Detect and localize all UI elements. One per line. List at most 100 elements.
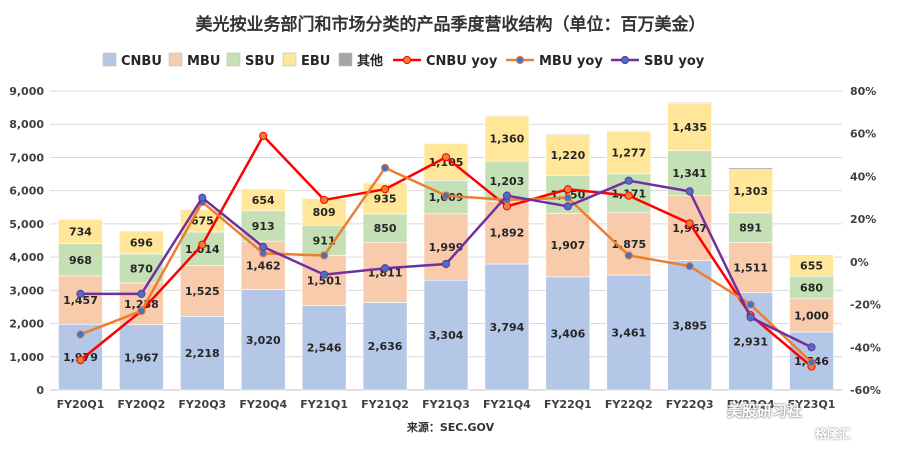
bar-data-label: 891 — [739, 222, 762, 235]
watermark: 美股研习社 — [727, 402, 803, 420]
bar-cnbu — [423, 279, 469, 391]
bar-cnbu — [119, 324, 164, 391]
bar-cnbu — [728, 292, 773, 391]
bar-data-label: 3,794 — [490, 321, 525, 334]
bar-data-label: 1,303 — [733, 185, 768, 198]
line-point — [685, 187, 694, 196]
line-point — [380, 264, 390, 273]
y-right-tick-label: -40% — [850, 341, 881, 354]
legend-marker — [620, 55, 630, 65]
bar-data-label: 1,000 — [794, 309, 829, 322]
y-right-tick-label: -20% — [850, 299, 881, 312]
y-left-tick-label: 9,000 — [9, 85, 44, 98]
bar-data-label: 1,501 — [307, 274, 342, 287]
bar-mbu — [301, 255, 347, 306]
x-tick-label: FY20Q3 — [178, 398, 226, 411]
bar-sbu — [728, 212, 773, 243]
bar-mbu — [180, 265, 225, 317]
bar-sbu — [362, 213, 408, 243]
legend-label: CNBU — [121, 54, 162, 69]
bar-data-label: 935 — [374, 192, 397, 205]
bar-data-label: 809 — [313, 206, 336, 219]
bar-data-label: 968 — [69, 254, 92, 267]
bar-data-label: 1,907 — [550, 239, 585, 252]
bar-data-label: 1,435 — [672, 121, 707, 134]
bar-ebu — [728, 169, 773, 214]
x-tick-label: FY22Q4 — [727, 398, 775, 411]
bar-cnbu — [667, 260, 712, 391]
line-point — [807, 343, 816, 352]
x-tick-label: FY20Q1 — [57, 398, 105, 411]
bar-data-label: 2,931 — [733, 335, 768, 348]
bar-mbu — [606, 212, 652, 276]
bar-data-label: 2,546 — [307, 342, 342, 355]
line-point — [624, 251, 633, 260]
line-point — [76, 356, 85, 365]
legend-marker — [515, 55, 525, 65]
y-right-tick-label: -60% — [850, 384, 881, 397]
line-point — [76, 330, 85, 339]
line-point — [380, 185, 390, 194]
line-point — [624, 176, 633, 185]
bar-sbu — [58, 243, 103, 277]
bar-data-label: 1,220 — [550, 149, 585, 162]
line-point — [746, 313, 755, 322]
bar-cnbu — [484, 263, 530, 391]
legend-label: SBU yoy — [644, 54, 705, 69]
line-point — [137, 289, 146, 298]
bar-cnbu — [240, 289, 286, 391]
bar-其他 — [545, 133, 591, 136]
bar-ebu — [301, 198, 347, 226]
y-left-tick-label: 0 — [36, 384, 44, 397]
line-point — [198, 193, 207, 202]
line-point — [76, 289, 85, 298]
bar-cnbu — [180, 316, 225, 391]
bar-data-label: 1,203 — [490, 175, 525, 188]
legend-label: SBU — [245, 54, 275, 69]
x-tick-label: FY21Q3 — [422, 398, 470, 411]
x-tick-label: FY21Q1 — [300, 398, 348, 411]
line-point — [563, 185, 572, 194]
legend-label: 其他 — [357, 53, 383, 69]
y-left-tick-label: 3,000 — [9, 284, 44, 297]
bar-data-label: 3,406 — [550, 327, 585, 340]
line-point — [137, 306, 146, 316]
bar-data-label: 655 — [800, 259, 823, 272]
y-left-tick-label: 6,000 — [9, 185, 44, 198]
bar-data-label: 2,218 — [185, 347, 220, 360]
bar-mbu — [58, 275, 103, 325]
line-point — [441, 259, 451, 269]
x-tick-label: FY22Q3 — [666, 398, 714, 411]
line-point — [746, 300, 755, 309]
line-point — [259, 131, 268, 140]
legend-marker — [402, 55, 412, 65]
bar-data-label: 1,967 — [672, 222, 707, 235]
bar-data-label: 675 — [191, 215, 214, 228]
line-point — [502, 191, 512, 200]
y-left-tick-label: 4,000 — [9, 251, 44, 264]
bar-data-label: 913 — [252, 220, 275, 233]
bar-其他 — [119, 229, 164, 232]
x-tick-label: FY23Q1 — [788, 398, 836, 411]
bar-data-label: 1,341 — [672, 167, 707, 180]
legend-label: MBU — [187, 54, 220, 69]
legend-swatch — [168, 52, 183, 67]
bar-其他 — [728, 167, 773, 170]
y-right-tick-label: 0% — [850, 256, 869, 269]
bar-data-label: 3,020 — [246, 334, 281, 347]
legend-swatch — [282, 52, 297, 67]
line-point — [685, 219, 694, 228]
y-right-tick-label: 60% — [850, 128, 876, 141]
y-right-tick-label: 20% — [850, 213, 876, 226]
bar-data-label: 696 — [130, 236, 153, 249]
x-tick-label: FY21Q2 — [361, 398, 409, 411]
line-point — [441, 191, 451, 200]
bar-data-label: 870 — [130, 262, 153, 275]
bar-data-label: 1,511 — [733, 262, 768, 275]
legend-swatch — [102, 52, 117, 67]
bar-其他 — [667, 101, 712, 104]
bar-data-label: 1,892 — [490, 227, 525, 240]
y-right-tick-label: 80% — [850, 85, 876, 98]
legend-swatch — [338, 52, 353, 67]
